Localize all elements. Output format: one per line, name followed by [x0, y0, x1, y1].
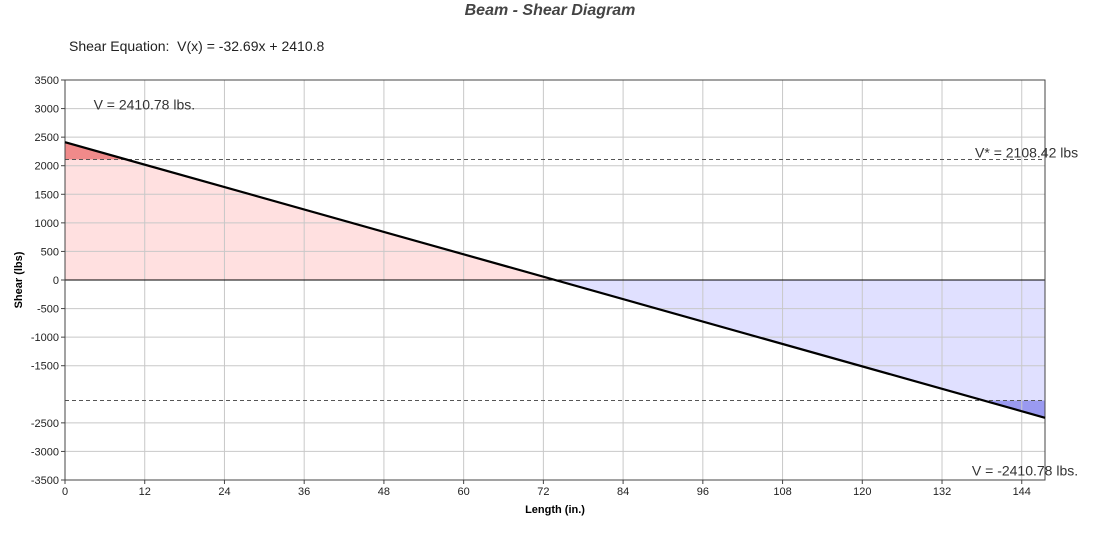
y-axis-title: Shear (lbs) — [13, 251, 25, 308]
x-tick-label: 144 — [1013, 486, 1031, 498]
y-tick-label: 1000 — [35, 218, 59, 230]
y-tick-label: -3500 — [31, 475, 59, 487]
x-tick-label: 60 — [458, 486, 470, 498]
chart-title: Beam - Shear Diagram — [464, 2, 636, 19]
x-tick-label: 120 — [853, 486, 871, 498]
x-tick-label: 72 — [537, 486, 549, 498]
x-tick-label: 84 — [617, 486, 629, 498]
x-tick-label: 48 — [378, 486, 390, 498]
x-tick-label: 108 — [773, 486, 791, 498]
y-tick-label: 0 — [53, 275, 59, 287]
x-tick-label: 96 — [697, 486, 709, 498]
y-tick-label: -1000 — [31, 332, 59, 344]
x-tick-label: 12 — [139, 486, 151, 498]
y-tick-label: -500 — [37, 304, 59, 316]
annotation-label: V* = 2108.42 lbs — [975, 145, 1078, 161]
y-tick-label: -2500 — [31, 418, 59, 430]
annotation-label: V = 2410.78 lbs. — [94, 97, 196, 113]
x-tick-label: 36 — [298, 486, 310, 498]
x-tick-label: 0 — [62, 486, 68, 498]
y-tick-label: -3000 — [31, 446, 59, 458]
y-tick-label: 3500 — [35, 75, 59, 87]
y-tick-label: 3000 — [35, 104, 59, 116]
y-tick-label: -1500 — [31, 361, 59, 373]
shear-line — [64, 141, 1046, 419]
y-tick-label: 500 — [41, 246, 59, 258]
x-axis-title: Length (in.) — [525, 504, 585, 516]
y-tick-label: 1500 — [35, 189, 59, 201]
y-tick-label: 2500 — [35, 132, 59, 144]
x-tick-label: 132 — [933, 486, 951, 498]
y-tick-label: 2000 — [35, 161, 59, 173]
shear-equation-label: Shear Equation: V(x) = -32.69x + 2410.8 — [69, 38, 325, 54]
x-tick-label: 24 — [218, 486, 230, 498]
annotation-label: V = -2410.78 lbs. — [972, 462, 1078, 478]
